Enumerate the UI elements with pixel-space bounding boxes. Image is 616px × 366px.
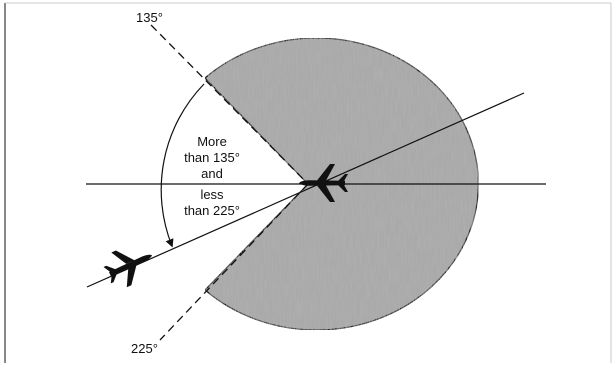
boundary-135-line [150, 24, 309, 185]
label-135-degrees: 135° [136, 10, 163, 25]
approach-line [86, 92, 525, 288]
zone-description: More than 135° and less than 225° [184, 134, 240, 218]
airplane-icon [99, 237, 160, 293]
angle-arc [160, 83, 205, 248]
zone-line-3: and [201, 166, 223, 181]
zone-line-1: More [197, 134, 227, 149]
label-225-degrees: 225° [131, 341, 158, 356]
zone-line-5: than 225° [184, 203, 240, 218]
zone-line-2: than 135° [184, 150, 240, 165]
boundary-225-line [159, 183, 309, 341]
zone-line-4: less [200, 187, 224, 202]
